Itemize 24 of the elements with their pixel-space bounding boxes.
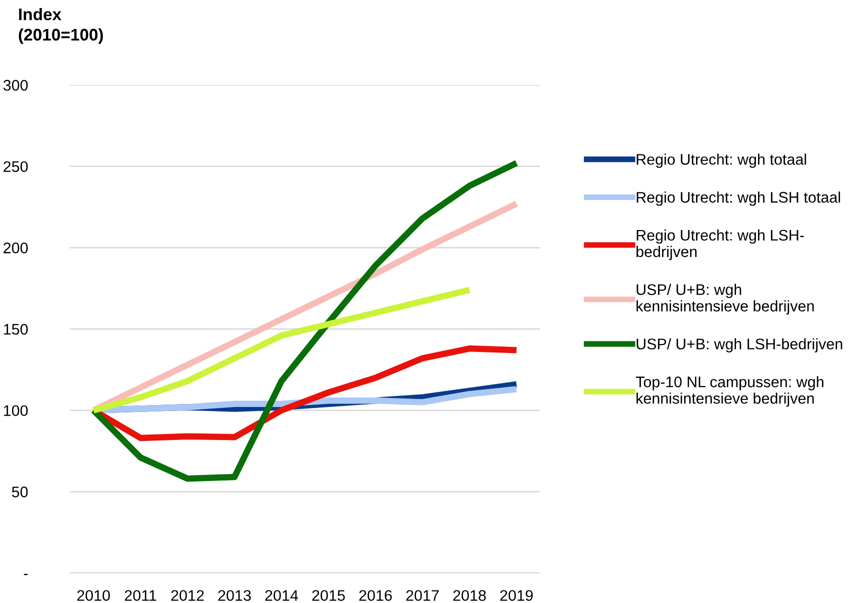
legend-label: Regio Utrecht: wgh totaal	[636, 154, 806, 168]
x-tick-label: 2011	[124, 590, 156, 601]
legend-label: Regio Utrecht: wgh LSH- bedrijven	[636, 229, 804, 260]
y-tick-label: 50	[12, 486, 28, 498]
legend-label: Top-10 NL campussen: wgh kennisintensieve bedrijven	[636, 376, 824, 407]
x-tick-label: 2019	[500, 590, 533, 601]
y-tick-label: -	[24, 574, 28, 576]
x-tick-label: 2017	[406, 590, 439, 601]
legend-label: USP/ U+B: wgh kennisintensieve bedrijven	[636, 284, 814, 315]
legend-label: Regio Utrecht: wgh LSH totaal	[636, 192, 840, 206]
x-tick-label: 2015	[312, 590, 345, 601]
x-tick-label: 2018	[453, 590, 486, 601]
legend-label: USP/ U+B: wgh LSH-bedrijven	[636, 338, 842, 352]
y-tick-label: 300	[3, 80, 28, 91]
x-tick-label: 2010	[77, 590, 110, 601]
y-tick-label: 100	[4, 405, 28, 416]
y-tick-label: 250	[4, 161, 28, 172]
y-tick-label: 200	[4, 242, 28, 254]
x-tick-label: 2012	[171, 590, 204, 601]
y-tick-label: 150	[4, 324, 28, 335]
x-tick-label: 2016	[359, 590, 392, 601]
x-tick-label: 2013	[218, 590, 251, 601]
y-axis-title: Index (2010=100)	[18, 8, 103, 44]
x-tick-label: 2014	[265, 590, 298, 601]
